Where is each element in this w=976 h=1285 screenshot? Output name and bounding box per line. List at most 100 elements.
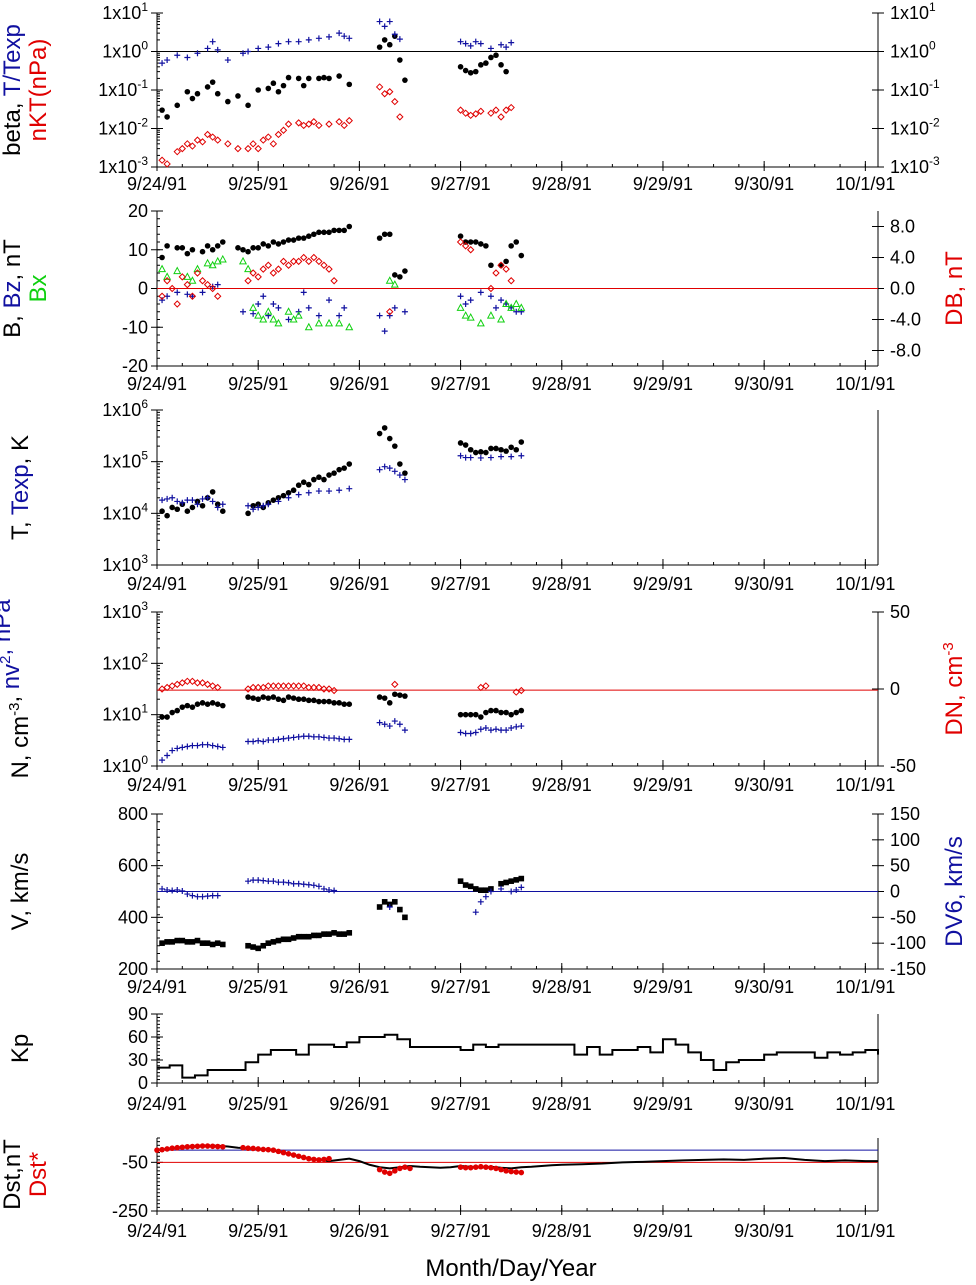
Bx-point [461, 311, 470, 319]
Bx-point [512, 299, 521, 307]
DV6-point [260, 877, 267, 884]
Bx-point [183, 272, 192, 280]
V-point [381, 899, 388, 905]
right-y-tick-label: -8.0 [890, 341, 921, 361]
beta-point [397, 57, 403, 63]
Bz-point [467, 297, 474, 304]
Dst*-point [513, 1169, 520, 1175]
Dst*-point [316, 1157, 322, 1163]
Bz-point [376, 312, 383, 319]
B-point [240, 246, 246, 253]
x-tick-label: 9/28/91 [532, 977, 592, 997]
right-y-tick-label: -150 [890, 959, 926, 979]
N-point [346, 701, 353, 707]
x-tick-label: 9/26/91 [329, 977, 389, 997]
y-tick-label: 10 [128, 240, 148, 260]
Bz-point [305, 304, 312, 311]
Bx-point [345, 322, 354, 331]
DB-point [497, 261, 505, 269]
T-point [174, 506, 181, 513]
nv2-point [174, 745, 181, 752]
x-tick-label: 9/24/91 [127, 775, 187, 795]
N-point [462, 711, 469, 718]
N-point [245, 694, 251, 700]
x-tick-label: 9/29/91 [633, 374, 693, 394]
DB-point [502, 265, 510, 273]
beta-point [493, 52, 499, 59]
V-point [336, 931, 342, 937]
Dst*-point [260, 1146, 267, 1153]
x-tick-label: 10/1/91 [835, 1221, 895, 1241]
Dst*-point [503, 1168, 509, 1174]
T/Texp-point [295, 38, 302, 45]
x-tick-label: 10/1/91 [835, 374, 895, 394]
beta-point [498, 62, 504, 68]
V-point [472, 886, 479, 892]
x-tick-label: 9/28/91 [532, 775, 592, 795]
Dst*-point [457, 1164, 464, 1170]
DB-point [294, 257, 303, 266]
N-point [498, 709, 504, 716]
DN-point [254, 683, 262, 692]
Bz-point [477, 289, 484, 296]
nkT-point [193, 136, 202, 144]
Bx-point [507, 303, 516, 311]
y-tick-label: 1x100 [102, 753, 148, 776]
Dst*-point [199, 1143, 206, 1149]
y-axis-label: Dst,nT [0, 1139, 26, 1210]
T/Texp-point [326, 33, 333, 40]
beta-point [204, 84, 211, 90]
B-point [483, 243, 489, 249]
x-tick-label: 9/29/91 [633, 574, 693, 594]
B-point [275, 241, 282, 247]
beta-point [209, 79, 216, 85]
Bx-point [486, 311, 495, 319]
Dst*-point [386, 1170, 393, 1177]
DB-point [487, 284, 495, 293]
T-point [321, 476, 327, 483]
y-tick-label: 1x10-2 [98, 116, 148, 139]
x-tick-label: 9/29/91 [633, 1094, 693, 1114]
nkT-point [380, 90, 389, 98]
nv2-point [270, 737, 277, 744]
Bx-point [466, 313, 475, 321]
Bz-point [315, 312, 322, 319]
V-point [245, 942, 251, 949]
y-tick-label: 1x102 [102, 650, 148, 673]
DN-point [310, 683, 318, 692]
nkT-point [284, 120, 293, 128]
DV6-point [209, 892, 216, 899]
B-point [392, 272, 398, 278]
nv2-point [300, 733, 307, 740]
x-axis-label: Month/Day/Year [425, 1255, 596, 1282]
T-point [397, 461, 403, 467]
V-point [280, 936, 287, 943]
series-V [159, 875, 525, 952]
N-point [290, 695, 297, 701]
nv2-point [209, 742, 216, 749]
N-point [189, 704, 196, 710]
T/Texp-point [174, 52, 181, 59]
T-point [392, 443, 398, 449]
nv2-point [487, 727, 494, 734]
DB-point [315, 257, 323, 266]
nv2-point [320, 734, 327, 741]
beta-point [346, 81, 353, 88]
beta-point [275, 88, 282, 95]
x-tick-label: 9/25/91 [228, 1221, 288, 1241]
Texp-point [194, 501, 201, 508]
beta-point [386, 41, 393, 48]
Dst*-point [285, 1151, 292, 1157]
N-point [483, 709, 489, 716]
DN-point [294, 682, 303, 690]
DN-point [320, 685, 328, 693]
Bx-point [294, 311, 303, 319]
x-tick-label: 10/1/91 [835, 977, 895, 997]
beta-point [376, 44, 383, 50]
DB-point [193, 269, 202, 277]
Texp-point [462, 454, 469, 461]
nv2-point [159, 757, 166, 764]
nv2-point [204, 741, 211, 748]
DN-point [391, 680, 399, 689]
N-point [179, 704, 186, 710]
